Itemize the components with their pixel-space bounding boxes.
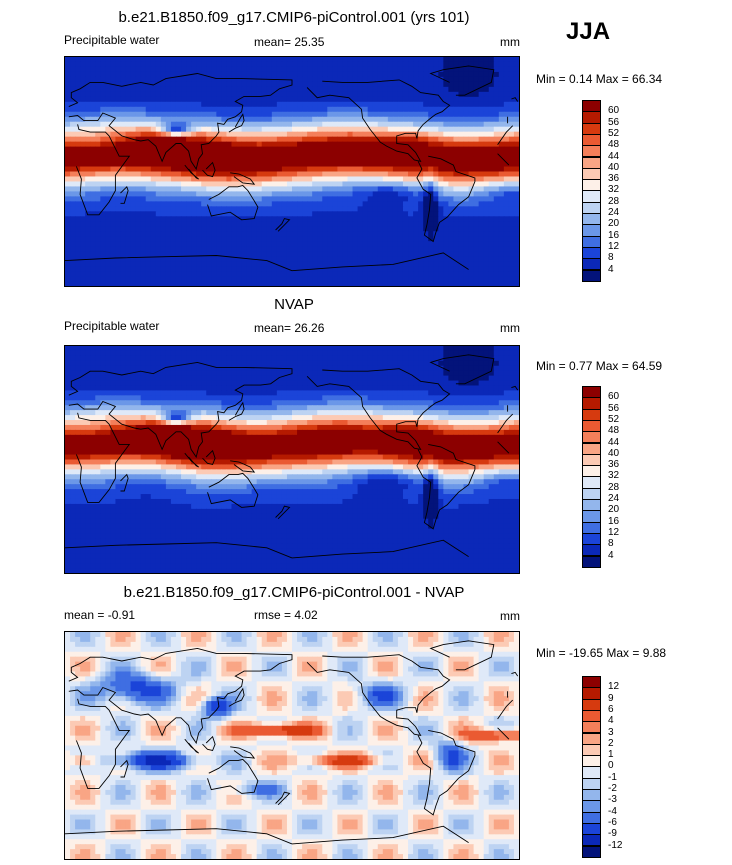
panel2-colorbar-label: 20 xyxy=(608,504,620,516)
panel3-colorbar-label: -2 xyxy=(608,783,617,794)
panel3-colorbar-label: -9 xyxy=(608,828,617,840)
panel1-colorbar-label: 24 xyxy=(608,207,620,218)
panel1-colorbar-box xyxy=(582,269,601,282)
panel2-units-label: mm xyxy=(500,321,520,335)
panel1-title: b.e21.B1850.f09_g17.CMIP6-piControl.001 … xyxy=(118,9,470,26)
panel1-minmax-label: Min = 0.14 Max = 66.34 xyxy=(536,72,663,86)
panel1-colorbar-label: 32 xyxy=(608,184,620,196)
panel1-colorbar-label: 56 xyxy=(608,116,620,128)
panel2-colorbar-label: 48 xyxy=(608,425,620,437)
panel1-colorbar-label: 40 xyxy=(608,161,620,173)
panel3-colorbar-label: 4 xyxy=(608,715,614,727)
panel3-colorbar-label: 1 xyxy=(608,749,614,761)
panel3-colorbar-label: 2 xyxy=(608,737,614,749)
panel2-map xyxy=(64,345,520,574)
panel3-colorbar-label: 12 xyxy=(608,681,620,693)
panel1-mean-label: mean= 25.35 xyxy=(254,35,325,49)
panel2-variable-label: Precipitable water xyxy=(64,319,160,333)
panel2-colorbar-label: 32 xyxy=(608,470,620,482)
panel1-colorbar-label: 48 xyxy=(608,139,620,151)
map0-field xyxy=(65,57,519,286)
panel3-colorbar-label: 6 xyxy=(608,703,614,715)
panel3-units-label: mm xyxy=(500,609,520,623)
panel1-colorbar-label: 60 xyxy=(608,105,620,117)
panel2-colorbar-label: 12 xyxy=(608,526,620,538)
panel1-colorbar-label: 52 xyxy=(608,127,620,139)
panel3-rmse-label: rmse = 4.02 xyxy=(254,608,318,622)
season-label: JJA xyxy=(566,18,611,45)
panel3-mean-label: mean = -0.91 xyxy=(64,608,136,622)
panel3-colorbar-label: 0 xyxy=(608,760,614,772)
panel3-colorbar-label: -6 xyxy=(608,816,617,828)
panel3-colorbar-label: -1 xyxy=(608,771,617,783)
panel2-colorbar-label: 24 xyxy=(608,493,620,504)
panel1-colorbar-label: 12 xyxy=(608,240,620,252)
panel3-map xyxy=(64,631,520,860)
panel3-title: b.e21.B1850.f09_g17.CMIP6-piControl.001 … xyxy=(123,584,465,601)
panel3-colorbar-label: 9 xyxy=(608,692,614,704)
panel1-units-label: mm xyxy=(500,35,520,49)
panel2-colorbar-label: 8 xyxy=(608,538,614,550)
panel2-colorbar-label: 56 xyxy=(608,402,620,414)
panel1-colorbar-label: 8 xyxy=(608,252,614,264)
panel3-minmax-label: Min = -19.65 Max = 9.88 xyxy=(536,646,667,660)
panel1-colorbar-label: 16 xyxy=(608,229,620,241)
panel1-colorbar-label: 36 xyxy=(608,173,620,185)
panel3-colorbar-box xyxy=(582,845,601,858)
map2-field xyxy=(65,632,519,859)
panel1-map xyxy=(64,56,520,287)
panel2-colorbar-label: 28 xyxy=(608,481,620,493)
panel2-mean-label: mean= 26.26 xyxy=(254,321,325,335)
panel1-variable-label: Precipitable water xyxy=(64,33,160,47)
map1-coastlines xyxy=(65,354,519,559)
map2-coastlines xyxy=(65,640,519,845)
panel2-colorbar-label: 16 xyxy=(608,515,620,527)
panel3-colorbar-label: 3 xyxy=(608,726,614,738)
panel2-minmax-label: Min = 0.77 Max = 64.59 xyxy=(536,359,663,373)
panel2-colorbar-label: 52 xyxy=(608,413,620,425)
panel2-colorbar-label: 36 xyxy=(608,459,620,471)
panel2-title: NVAP xyxy=(274,296,314,313)
map0-coastlines xyxy=(65,65,519,272)
panel1-colorbar-label: 44 xyxy=(608,150,620,162)
panel3-colorbar-label: -4 xyxy=(608,805,617,817)
panel3-colorbar-label: -3 xyxy=(608,794,617,806)
panel2-colorbar-label: 60 xyxy=(608,391,620,403)
panel2-colorbar-label: 40 xyxy=(608,447,620,459)
panel2-colorbar-label: 44 xyxy=(608,436,620,448)
map1-field xyxy=(65,346,519,573)
panel2-colorbar-label: 4 xyxy=(608,549,614,561)
panel1-colorbar-label: 28 xyxy=(608,195,620,207)
panel3-colorbar-label: -12 xyxy=(608,839,623,851)
panel1-colorbar-label: 20 xyxy=(608,218,620,230)
panel1-colorbar-label: 4 xyxy=(608,263,614,275)
panel2-colorbar-box xyxy=(582,555,601,568)
